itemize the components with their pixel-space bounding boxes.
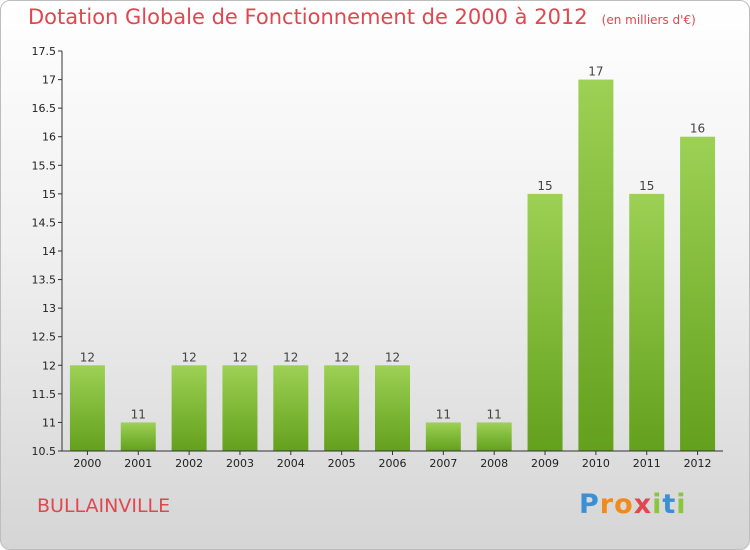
bar-2001 bbox=[120, 422, 156, 451]
bar-2006 bbox=[375, 365, 410, 451]
bar-2003 bbox=[222, 365, 258, 451]
data-label-2000: 12 bbox=[80, 350, 95, 364]
x-tick-label-2007: 2007 bbox=[429, 457, 457, 470]
x-tick-label-2006: 2006 bbox=[379, 457, 407, 470]
data-label-2011: 15 bbox=[639, 179, 654, 193]
commune-name: BULLAINVILLE bbox=[37, 495, 171, 517]
data-label-2009: 15 bbox=[537, 179, 552, 193]
y-tick-label: 15 bbox=[42, 188, 56, 201]
data-label-2008: 11 bbox=[487, 407, 502, 421]
logo-letter: t bbox=[662, 489, 677, 520]
unit-label: (en milliers d'€) bbox=[601, 13, 696, 27]
logo-letter: x bbox=[633, 489, 653, 520]
y-tick-label: 14.5 bbox=[32, 216, 57, 229]
bar-2010 bbox=[578, 79, 614, 452]
y-tick-label: 16 bbox=[42, 131, 56, 144]
bar-2000 bbox=[69, 365, 105, 451]
bar-2007 bbox=[425, 422, 461, 451]
y-tick-label: 11.5 bbox=[32, 388, 57, 401]
data-label-2005: 12 bbox=[334, 350, 349, 364]
data-label-2007: 11 bbox=[436, 407, 451, 421]
logo-letter: r bbox=[599, 489, 615, 520]
x-tick-label-2004: 2004 bbox=[277, 457, 305, 470]
y-tick-label: 15.5 bbox=[32, 159, 57, 172]
y-tick-label: 16.5 bbox=[32, 102, 57, 115]
y-tick-label: 17.5 bbox=[32, 45, 57, 58]
proxiti-logo: Proxiti bbox=[579, 489, 687, 520]
logo-letter: i bbox=[652, 489, 663, 520]
bar-2009 bbox=[527, 193, 563, 451]
data-label-2012: 16 bbox=[690, 122, 705, 136]
data-label-2006: 12 bbox=[385, 350, 400, 364]
logo-letter: i bbox=[676, 489, 687, 520]
x-tick-label-2012: 2012 bbox=[684, 457, 712, 470]
data-label-2001: 11 bbox=[131, 407, 146, 421]
x-tick-label-2010: 2010 bbox=[582, 457, 610, 470]
bar-2005 bbox=[324, 365, 360, 451]
x-tick-label-2011: 2011 bbox=[633, 457, 661, 470]
data-label-2010: 17 bbox=[588, 65, 603, 79]
chart-title: Dotation Globale de Fonctionnement de 20… bbox=[28, 5, 696, 29]
bar-2008 bbox=[476, 422, 512, 451]
data-label-2002: 12 bbox=[181, 350, 196, 364]
x-tick-label-2009: 2009 bbox=[531, 457, 559, 470]
y-tick-label: 13 bbox=[42, 302, 56, 315]
y-tick-label: 17 bbox=[42, 74, 56, 87]
bar-2004 bbox=[273, 365, 309, 451]
y-tick-label: 14 bbox=[42, 245, 56, 258]
y-tick-label: 12.5 bbox=[32, 331, 57, 344]
logo-letter: o bbox=[614, 489, 634, 520]
bar-2002 bbox=[171, 365, 207, 451]
y-tick-label: 12 bbox=[42, 359, 56, 372]
y-tick-label: 13.5 bbox=[32, 274, 57, 287]
y-tick-label: 10.5 bbox=[32, 445, 57, 458]
x-tick-label-2008: 2008 bbox=[480, 457, 508, 470]
bar-2011 bbox=[629, 193, 665, 451]
bar-2012 bbox=[680, 136, 716, 451]
x-tick-label-2000: 2000 bbox=[73, 457, 101, 470]
data-label-2004: 12 bbox=[283, 350, 298, 364]
data-label-2003: 12 bbox=[232, 350, 247, 364]
logo-letter: P bbox=[579, 489, 600, 520]
x-tick-label-2002: 2002 bbox=[175, 457, 203, 470]
x-tick-label-2001: 2001 bbox=[124, 457, 152, 470]
x-tick-label-2003: 2003 bbox=[226, 457, 254, 470]
x-tick-label-2005: 2005 bbox=[328, 457, 356, 470]
y-tick-label: 11 bbox=[42, 416, 56, 429]
